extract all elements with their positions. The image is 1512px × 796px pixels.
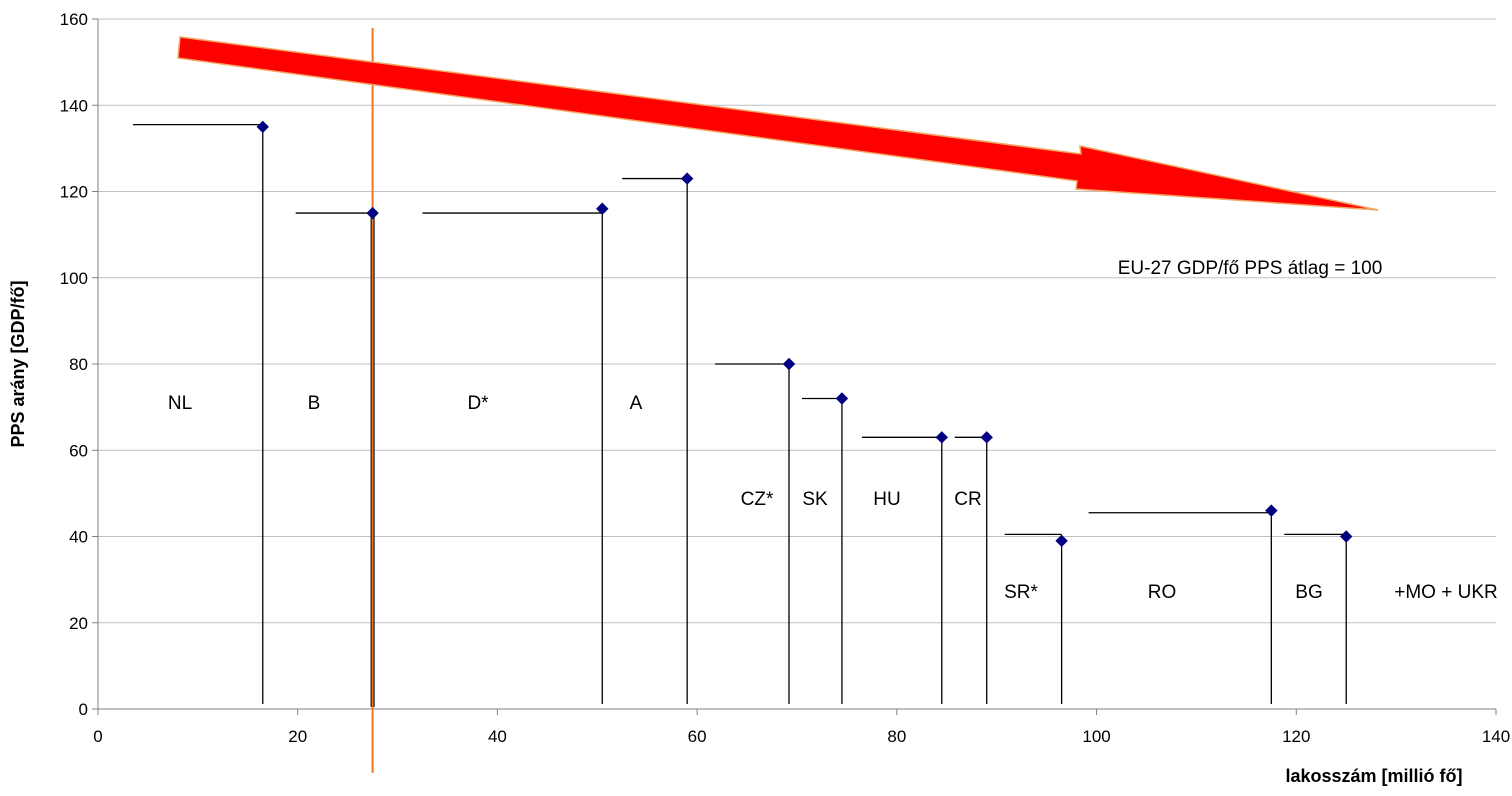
labels: NL B D* A CZ* SK HU CR SR* RO BG +MO + U…: [8, 258, 1498, 786]
region-label-hu: HU: [873, 489, 900, 510]
region-label-ro: RO: [1148, 582, 1177, 603]
region-label-mo-ukr: +MO + UKR: [1394, 582, 1497, 603]
trend-arrow: [178, 37, 1378, 210]
x-tick-label-0: 0: [93, 727, 102, 746]
data-point-1: [367, 208, 378, 219]
data-point-6: [936, 432, 947, 443]
y-axis-title: PPS arány [GDP/fő]: [8, 280, 28, 447]
data-point-0: [257, 121, 268, 132]
x-tick-label-3: 60: [688, 727, 707, 746]
data-point-3: [682, 173, 693, 184]
trend-arrow-layer: [178, 37, 1378, 210]
region-label-bg: BG: [1295, 582, 1322, 603]
region-label-b: B: [308, 393, 321, 414]
x-axis-title: lakosszám [millió fő]: [1285, 766, 1462, 786]
y-tick-label-0: 0: [79, 700, 88, 719]
region-label-d: D*: [467, 393, 489, 414]
x-tick-label-7: 140: [1482, 727, 1510, 746]
region-label-cr: CR: [954, 489, 981, 510]
data-point-10: [1341, 531, 1352, 542]
y-tick-label-8: 160: [60, 10, 88, 29]
y-tick-label-3: 60: [69, 441, 88, 460]
x-tick-label-6: 120: [1282, 727, 1310, 746]
data-point-4: [784, 359, 795, 370]
y-tick-label-1: 20: [69, 614, 88, 633]
eu-average-annotation: EU-27 GDP/fő PPS átlag = 100: [1118, 258, 1383, 279]
x-tick-label-4: 80: [887, 727, 906, 746]
region-label-sk: SK: [802, 489, 828, 510]
drop-lines: [263, 127, 1346, 707]
data-point-9: [1266, 505, 1277, 516]
region-label-cz: CZ*: [741, 489, 774, 510]
x-tick-label-5: 100: [1082, 727, 1110, 746]
region-label-sr: SR*: [1004, 582, 1038, 603]
region-label-nl: NL: [168, 393, 192, 414]
data-point-7: [981, 432, 992, 443]
region-label-a: A: [630, 393, 643, 414]
y-tick-label-5: 100: [60, 269, 88, 288]
data-point-5: [836, 393, 847, 404]
y-tick-label-4: 80: [69, 355, 88, 374]
x-tick-label-2: 40: [488, 727, 507, 746]
y-tick-label-2: 40: [69, 528, 88, 547]
y-tick-label-6: 120: [60, 183, 88, 202]
y-tick-label-7: 140: [60, 96, 88, 115]
grid-layer: [98, 19, 1496, 623]
x-tick-label-1: 20: [288, 727, 307, 746]
